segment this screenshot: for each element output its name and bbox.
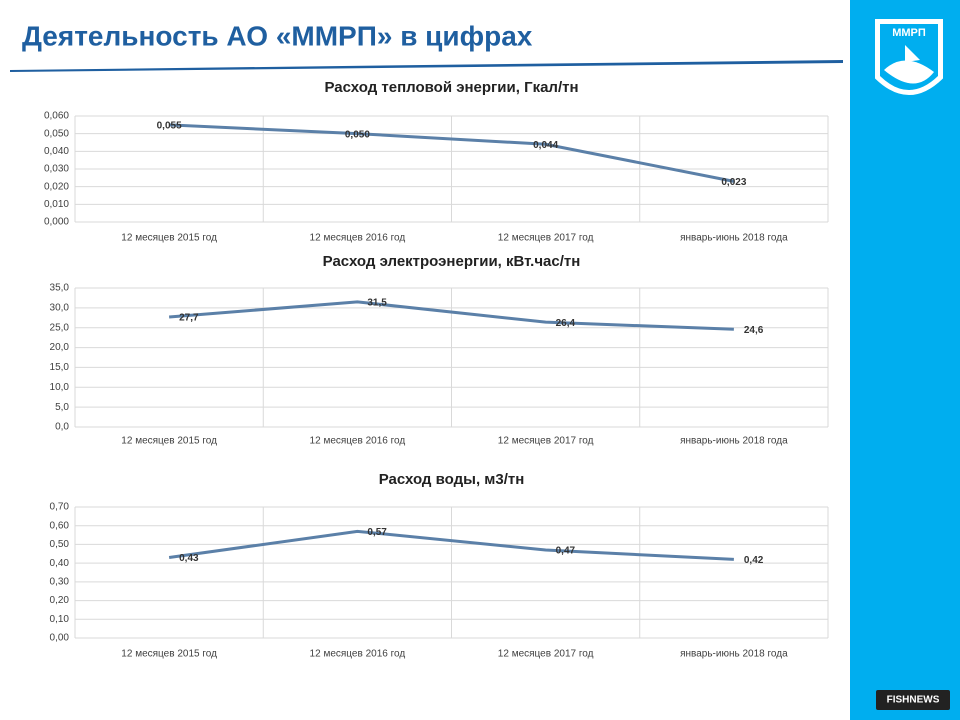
data-label: 26,4 — [556, 318, 576, 329]
badge-box — [876, 690, 950, 710]
x-tick-label: 12 месяцев 2016 год — [310, 233, 406, 244]
x-tick-label: 12 месяцев 2015 год — [121, 436, 217, 447]
y-tick-label: 0,030 — [44, 164, 69, 175]
data-label: 0,43 — [179, 553, 199, 564]
page-title: Деятельность АО «ММРП» в цифрах — [22, 20, 533, 51]
x-tick-label: январь-июнь 2018 года — [680, 233, 788, 244]
badge-text: FISHNEWS — [887, 695, 940, 706]
x-tick-label: 12 месяцев 2017 год — [498, 649, 594, 660]
y-tick-label: 20,0 — [50, 342, 70, 353]
data-label: 24,6 — [744, 325, 764, 336]
x-tick-label: 12 месяцев 2016 год — [310, 436, 406, 447]
data-label: 27,7 — [179, 313, 199, 324]
data-label: 0,023 — [721, 177, 746, 188]
data-label: 0,57 — [367, 527, 387, 538]
y-tick-label: 0,040 — [44, 146, 69, 157]
chart-title: Расход электроэнергии, кВт.час/тн — [323, 253, 581, 270]
line — [169, 123, 735, 183]
data-label: 31,5 — [367, 298, 387, 309]
y-tick-label: 10,0 — [50, 382, 70, 393]
data-label: 0,42 — [744, 555, 764, 566]
y-tick-label: 0,010 — [44, 199, 69, 210]
y-tick-label: 0,050 — [44, 128, 69, 139]
x-tick-label: 12 месяцев 2017 год — [498, 436, 594, 447]
x-tick-label: 12 месяцев 2017 год — [498, 233, 594, 244]
y-tick-label: 30,0 — [50, 302, 70, 313]
y-tick-label: 0,30 — [50, 576, 70, 587]
y-tick-label: 0,0 — [55, 422, 69, 433]
y-tick-label: 0,60 — [50, 520, 70, 531]
y-tick-label: 0,10 — [50, 614, 70, 625]
chart-title: Расход воды, м3/тн — [379, 471, 525, 488]
chart-title: Расход тепловой энергии, Гкал/тн — [324, 79, 578, 96]
data-label: 0,044 — [533, 140, 558, 151]
y-tick-label: 0,40 — [50, 558, 70, 569]
x-tick-label: 12 месяцев 2016 год — [310, 649, 406, 660]
y-tick-label: 0,70 — [50, 502, 70, 513]
y-tick-label: 0,020 — [44, 181, 69, 192]
side-bar — [850, 0, 960, 720]
y-tick-label: 15,0 — [50, 362, 70, 373]
logo: ММРП — [875, 19, 943, 95]
x-tick-label: январь-июнь 2018 года — [680, 649, 788, 660]
y-tick-label: 25,0 — [50, 322, 70, 333]
line — [168, 529, 734, 561]
x-tick-label: январь-июнь 2018 года — [680, 436, 788, 447]
x-tick-label: 12 месяцев 2015 год — [121, 649, 217, 660]
y-tick-label: 0,50 — [50, 539, 70, 550]
y-tick-label: 35,0 — [50, 283, 70, 294]
y-tick-label: 0,20 — [50, 595, 70, 606]
data-label: 0,47 — [556, 546, 576, 557]
title-underline — [10, 60, 843, 72]
y-tick-label: 0,000 — [44, 217, 69, 228]
y-tick-label: 0,00 — [50, 633, 70, 644]
logo-text: ММРП — [892, 27, 926, 39]
data-label: 0,050 — [345, 129, 370, 140]
y-tick-label: 0,060 — [44, 111, 69, 122]
y-tick-label: 5,0 — [55, 402, 69, 413]
line — [169, 300, 734, 331]
x-tick-label: 12 месяцев 2015 год — [121, 233, 217, 244]
data-label: 0,055 — [157, 120, 182, 131]
